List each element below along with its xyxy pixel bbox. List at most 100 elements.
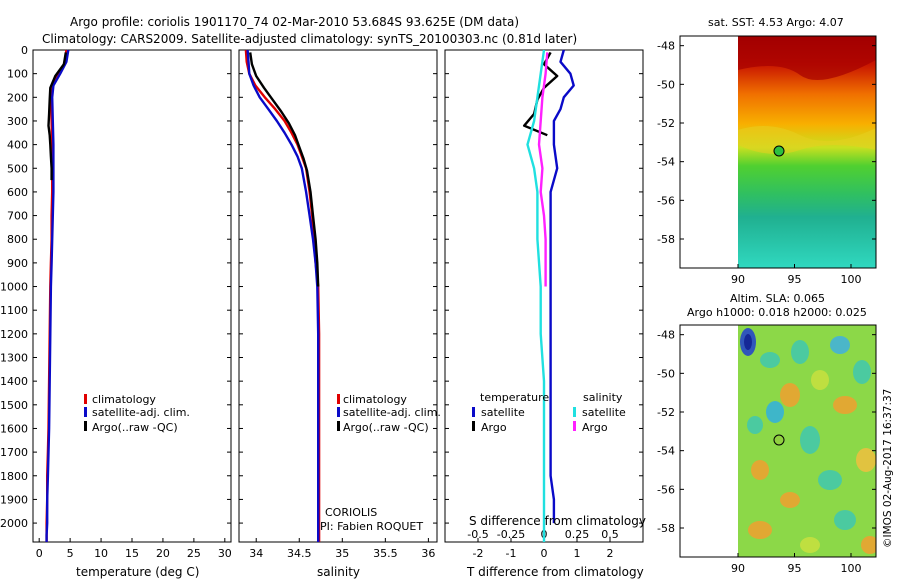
sla-anomaly-blob xyxy=(800,537,820,553)
sla-map-frame xyxy=(679,324,877,558)
t-diff-axis-label: T difference from climatology xyxy=(466,565,644,579)
depth-tick-label: 200 xyxy=(7,91,28,104)
legend-header-temperature: temperature xyxy=(480,391,549,404)
sla-anomaly-blob xyxy=(811,370,829,390)
lat-tick-label: -52 xyxy=(657,117,675,130)
annotation-pi: PI: Fabien ROQUET xyxy=(320,520,423,533)
sla-anomaly-blob xyxy=(760,352,780,368)
sla-anomaly-blob xyxy=(800,426,820,454)
legend-label-t-argo: Argo xyxy=(481,421,507,434)
depth-tick-label: 100 xyxy=(7,68,28,81)
x-top-tick-label: 0.25 xyxy=(565,528,590,541)
sla-anomaly-blob xyxy=(791,340,809,364)
sla-map-title1: Altim. SLA: 0.065 xyxy=(730,292,825,305)
depth-tick-label: 1600 xyxy=(0,422,28,435)
sla-anomaly-blob xyxy=(861,536,876,554)
legend-swatch-s-argo xyxy=(573,421,576,431)
lat-tick-label: -52 xyxy=(657,406,675,419)
sla-anomaly-blob xyxy=(744,334,752,350)
sla-map-title2: Argo h1000: 0.018 h2000: 0.025 xyxy=(687,306,867,319)
sla-anomaly-blob xyxy=(748,521,772,539)
depth-tick-label: 500 xyxy=(7,162,28,175)
x-tick-label: 2 xyxy=(607,547,614,560)
x-tick-label: 35 xyxy=(335,547,349,560)
lat-tick-label: -50 xyxy=(657,78,675,91)
lat-tick-label: -56 xyxy=(657,483,675,496)
lon-tick-label: 95 xyxy=(788,273,802,286)
sla-anomaly-blob xyxy=(833,396,857,414)
lon-tick-label: 95 xyxy=(788,562,802,575)
sla-anomaly-blob xyxy=(747,416,763,434)
x-tick-label: 20 xyxy=(156,547,170,560)
depth-tick-label: 2000 xyxy=(0,517,28,530)
sst-map-axes: -48 -50 -52 -54 -56 -58 90 95 100 xyxy=(657,40,876,286)
x-top-tick-label: -0.25 xyxy=(497,528,525,541)
x-tick-label: 25 xyxy=(187,547,201,560)
annotation-org: CORIOLIS xyxy=(325,506,377,519)
x-tick-label: 0 xyxy=(541,547,548,560)
x-tick-label: -2 xyxy=(473,547,484,560)
x-tick-label: 15 xyxy=(125,547,139,560)
temperature-legend: climatology satellite-adj. clim. Argo(..… xyxy=(84,393,190,434)
lat-tick-label: -48 xyxy=(657,329,675,342)
legend-swatch-t-argo xyxy=(472,421,475,431)
sla-anomaly-blob xyxy=(830,336,850,354)
lat-tick-label: -56 xyxy=(657,194,675,207)
sst-field-patch xyxy=(738,126,876,154)
temperature-panel-frame xyxy=(32,49,232,543)
lon-tick-label: 90 xyxy=(731,562,745,575)
sst-field-patch xyxy=(738,36,876,80)
depth-tick-label: 400 xyxy=(7,139,28,152)
series-line-satellite-adj-clim- xyxy=(246,49,320,542)
depth-tick-label: 1800 xyxy=(0,470,28,483)
x-tick-label: 5 xyxy=(67,547,74,560)
x-tick-label: 35.5 xyxy=(373,547,398,560)
s-diff-axis-label: S difference from climatology xyxy=(469,514,646,528)
x-tick-label: 0 xyxy=(36,547,43,560)
lon-tick-label: 90 xyxy=(731,273,745,286)
legend-label-argo: Argo(..raw -QC) xyxy=(343,421,429,434)
legend-label-satellite: satellite-adj. clim. xyxy=(92,406,190,419)
series-line-temperature-satellite xyxy=(549,49,575,524)
depth-tick-label: 700 xyxy=(7,210,28,223)
depth-tick-label: 1700 xyxy=(0,446,28,459)
depth-tick-label: 1300 xyxy=(0,352,28,365)
sla-map xyxy=(738,325,876,557)
lat-tick-label: -58 xyxy=(657,522,675,535)
legend-swatch-argo xyxy=(337,421,340,431)
salinity-panel-frame xyxy=(238,49,438,543)
difference-legend: temperature salinity satellite Argo sate… xyxy=(472,391,626,434)
legend-label-s-argo: Argo xyxy=(582,421,608,434)
legend-swatch-s-satellite xyxy=(573,407,576,417)
figure-title-line2: Climatology: CARS2009. Satellite-adjuste… xyxy=(42,32,577,46)
sla-anomaly-blob xyxy=(818,470,842,490)
salinity-axis-label: salinity xyxy=(317,565,360,579)
x-tick-label: 10 xyxy=(94,547,108,560)
salinity-legend: climatology satellite-adj. clim. Argo(..… xyxy=(337,393,441,434)
legend-swatch-t-satellite xyxy=(472,407,475,417)
sla-anomaly-blob xyxy=(780,492,800,508)
lat-tick-label: -50 xyxy=(657,367,675,380)
temperature-axis-label: temperature (deg C) xyxy=(76,565,199,579)
lat-tick-label: -48 xyxy=(657,40,675,53)
sst-map-title: sat. SST: 4.53 Argo: 4.07 xyxy=(708,16,844,29)
sla-anomaly-blob xyxy=(780,383,800,407)
sla-anomaly-blob xyxy=(853,360,871,384)
sst-map xyxy=(738,36,876,268)
legend-label-climatology: climatology xyxy=(92,393,156,406)
legend-swatch-satellite xyxy=(84,407,87,417)
lon-tick-label: 100 xyxy=(841,273,862,286)
legend-swatch-climatology xyxy=(337,394,340,404)
sst-map-frame xyxy=(679,35,877,269)
depth-tick-label: 1900 xyxy=(0,493,28,506)
argo-location-marker xyxy=(773,434,785,446)
legend-label-t-satellite: satellite xyxy=(481,406,525,419)
x-tick-label: 34 xyxy=(249,547,263,560)
sla-map-axes: -48 -50 -52 -54 -56 -58 90 95 100 xyxy=(657,329,876,575)
series-line-climatology xyxy=(244,49,321,542)
argo-location-marker xyxy=(773,145,785,157)
sla-anomaly-blob xyxy=(856,448,876,472)
lat-tick-label: -58 xyxy=(657,233,675,246)
depth-tick-label: 1000 xyxy=(0,281,28,294)
